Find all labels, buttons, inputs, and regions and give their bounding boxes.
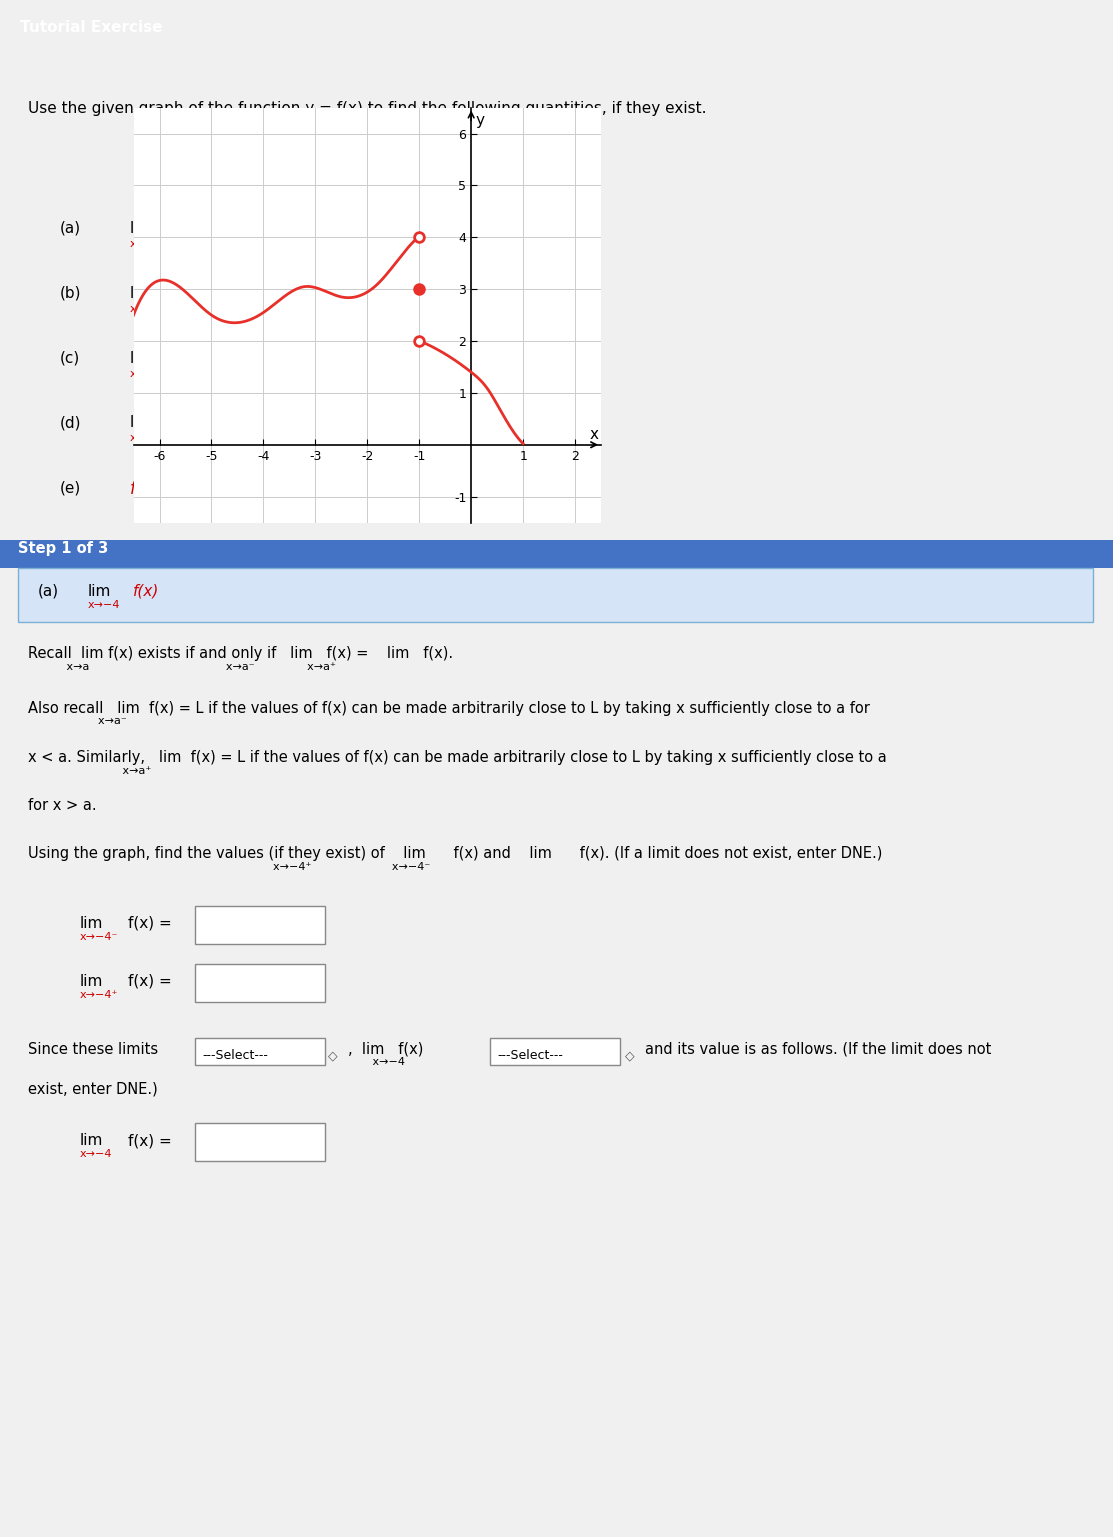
Text: (e): (e) xyxy=(60,480,81,495)
Text: f(x) =: f(x) = xyxy=(128,974,171,988)
FancyBboxPatch shape xyxy=(195,1037,325,1065)
Text: Tutorial Exercise: Tutorial Exercise xyxy=(20,20,162,35)
Text: lim: lim xyxy=(130,350,154,366)
Text: x→a⁺: x→a⁺ xyxy=(28,767,151,776)
FancyBboxPatch shape xyxy=(195,1124,325,1160)
Text: ---Select---: ---Select--- xyxy=(498,1050,563,1062)
FancyBboxPatch shape xyxy=(490,1037,620,1065)
Text: x→−4: x→−4 xyxy=(130,238,162,249)
Text: f(x) =: f(x) = xyxy=(128,1133,171,1148)
Text: x→−4: x→−4 xyxy=(80,1150,112,1159)
Text: Recall  lim f(x) exists if and only if   lim   f(x) =    lim   f(x).: Recall lim f(x) exists if and only if li… xyxy=(28,646,453,661)
Text: f(−1): f(−1) xyxy=(130,480,174,498)
FancyBboxPatch shape xyxy=(18,569,1093,622)
Text: x→a⁻: x→a⁻ xyxy=(28,716,127,727)
Text: ◇: ◇ xyxy=(328,1050,337,1062)
Text: f(x): f(x) xyxy=(175,350,201,366)
Text: Use the given graph of the function y = f(x) to find the following quantities, i: Use the given graph of the function y = … xyxy=(28,101,707,117)
Text: x→−4: x→−4 xyxy=(88,599,120,610)
Text: f(x): f(x) xyxy=(175,415,201,430)
Text: Since these limits: Since these limits xyxy=(28,1042,158,1056)
FancyBboxPatch shape xyxy=(195,964,325,1002)
Text: lim: lim xyxy=(80,1133,104,1148)
Text: (a): (a) xyxy=(60,221,81,237)
Text: x: x xyxy=(590,427,599,443)
Text: ,  lim   f(x): , lim f(x) xyxy=(348,1042,423,1056)
Text: and its value is as follows. (If the limit does not: and its value is as follows. (If the lim… xyxy=(646,1042,992,1056)
Text: f(x): f(x) xyxy=(175,221,201,237)
Text: y: y xyxy=(475,112,484,128)
Text: lim: lim xyxy=(130,286,154,301)
FancyBboxPatch shape xyxy=(195,905,325,944)
Text: ◇: ◇ xyxy=(626,1050,634,1062)
Text: (a): (a) xyxy=(38,584,59,599)
Text: Also recall   lim  f(x) = L if the values of f(x) can be made arbitrarily close : Also recall lim f(x) = L if the values o… xyxy=(28,701,870,716)
Text: f(x): f(x) xyxy=(175,286,201,301)
Text: f(x): f(x) xyxy=(132,584,159,599)
Text: (c): (c) xyxy=(60,350,80,366)
Text: x→−4⁺                       x→−4⁻: x→−4⁺ x→−4⁻ xyxy=(28,862,431,871)
Text: x→−1: x→−1 xyxy=(130,433,162,443)
Text: ---Select---: ---Select--- xyxy=(201,1050,268,1062)
Text: lim: lim xyxy=(88,584,111,599)
Text: lim: lim xyxy=(130,221,154,237)
Text: x→−4: x→−4 xyxy=(348,1057,405,1068)
Text: Using the graph, find the values (if they exist) of    lim      f(x) and    lim : Using the graph, find the values (if the… xyxy=(28,845,883,861)
Text: x < a. Similarly,   lim  f(x) = L if the values of f(x) can be made arbitrarily : x < a. Similarly, lim f(x) = L if the va… xyxy=(28,750,887,765)
Text: x→−1⁺: x→−1⁺ xyxy=(130,369,168,378)
Text: lim: lim xyxy=(80,974,104,988)
Text: x→−4⁻: x→−4⁻ xyxy=(80,931,118,942)
Text: exist, enter DNE.): exist, enter DNE.) xyxy=(28,1082,158,1096)
Text: x→−4⁺: x→−4⁺ xyxy=(80,990,118,999)
Text: f(x) =: f(x) = xyxy=(128,916,171,931)
Text: (d): (d) xyxy=(60,415,81,430)
Text: (b): (b) xyxy=(60,286,81,301)
FancyBboxPatch shape xyxy=(0,539,1113,569)
Text: lim: lim xyxy=(80,916,104,931)
Text: Step 1 of 3: Step 1 of 3 xyxy=(18,541,108,555)
Text: for x > a.: for x > a. xyxy=(28,798,97,813)
Text: x→a                                       x→a⁻               x→a⁺: x→a x→a⁻ x→a⁺ xyxy=(28,661,336,672)
Text: lim: lim xyxy=(130,415,154,430)
Text: x→−1⁻: x→−1⁻ xyxy=(130,304,168,314)
